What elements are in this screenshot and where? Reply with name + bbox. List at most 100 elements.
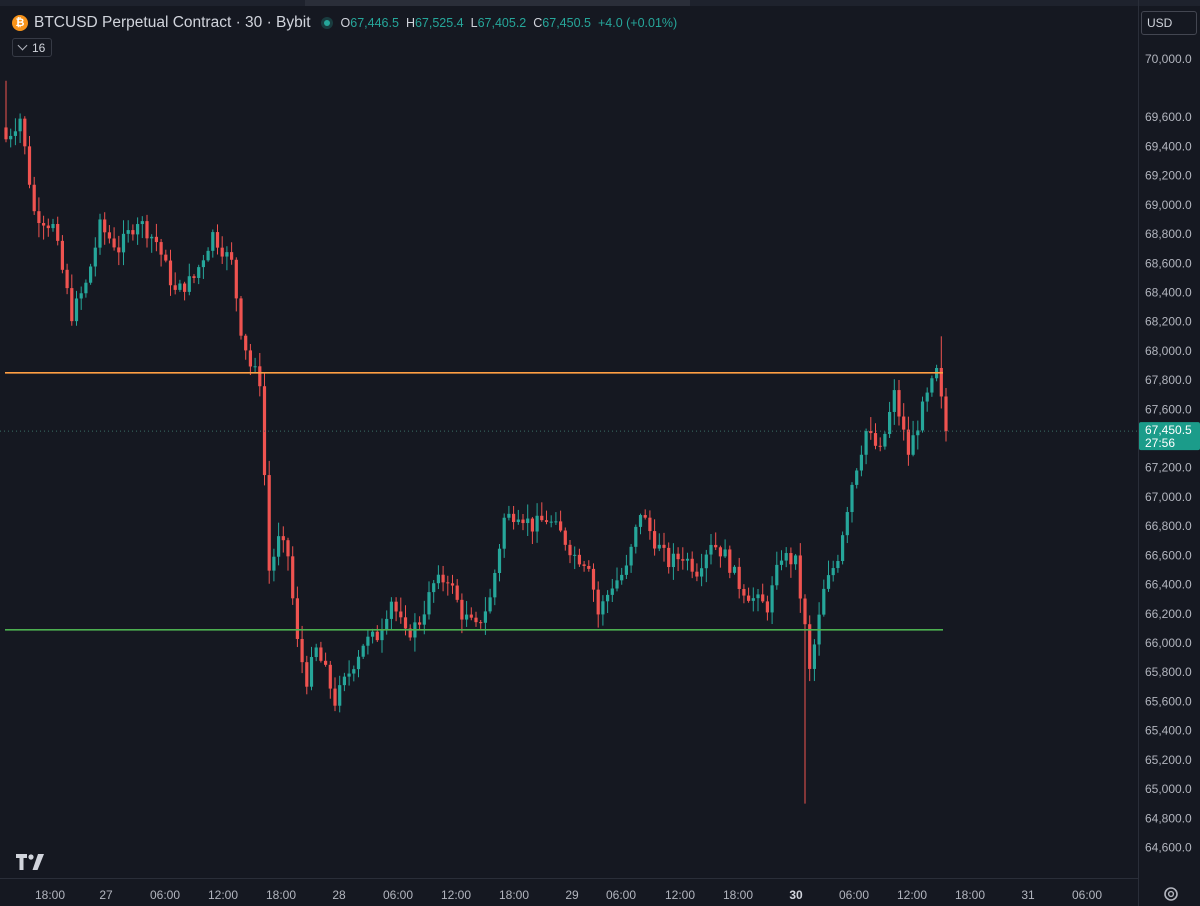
symbol-title[interactable]: BTCUSD Perpetual Contract · 30 · Bybit	[34, 14, 311, 31]
candle-body	[79, 293, 83, 299]
candle-body	[338, 685, 342, 706]
candle-body	[168, 260, 173, 286]
candle-body	[201, 260, 205, 268]
candle-body	[46, 225, 50, 229]
price-tick-label: 68,000.0	[1145, 344, 1192, 358]
candle-body	[385, 618, 389, 630]
candle-body	[131, 230, 135, 235]
candle-body	[789, 553, 793, 565]
time-tick-label: 30	[789, 888, 803, 902]
bar-countdown: 27:56	[1145, 436, 1175, 450]
candle-body	[211, 232, 215, 251]
candle-body	[798, 555, 802, 599]
gear-icon[interactable]	[1162, 885, 1180, 903]
candle-body	[403, 617, 408, 629]
price-tick-label: 69,000.0	[1145, 198, 1192, 212]
time-axis[interactable]: 18:00 27 06:00 12:00 18:00 28 06:00 12:00 18:00 2…	[35, 888, 1102, 902]
time-tick-label: 12:00	[208, 888, 238, 902]
price-tick-label: 68,200.0	[1145, 315, 1192, 329]
candle-body	[709, 544, 713, 555]
candle-body	[718, 547, 722, 557]
candle-body	[855, 470, 859, 485]
candle-body	[836, 561, 840, 569]
candle-body	[436, 574, 440, 584]
candle-body	[920, 401, 925, 431]
candle-body	[742, 588, 746, 596]
candle-body	[103, 219, 107, 233]
candle-body	[9, 135, 13, 140]
candle-body	[309, 657, 314, 687]
candle-body	[389, 601, 393, 619]
candle-body	[723, 549, 727, 557]
time-tick-label: 06:00	[839, 888, 869, 902]
candle-body	[606, 594, 610, 602]
candle-body	[502, 517, 506, 549]
candle-body	[897, 390, 901, 417]
candle-body	[305, 662, 309, 687]
candle-body	[488, 597, 492, 612]
candle-body	[812, 644, 816, 669]
candle-body	[497, 548, 502, 574]
candle-body	[314, 647, 318, 658]
candle-body	[267, 475, 271, 571]
candle-body	[375, 631, 379, 641]
candle-body	[859, 454, 863, 471]
candle-body	[747, 595, 751, 601]
candle-body	[56, 223, 60, 241]
candle-body	[591, 568, 596, 590]
price-tick-label: 68,800.0	[1145, 227, 1192, 241]
candle-body	[808, 624, 812, 669]
candle-body	[714, 544, 718, 548]
candle-body	[192, 276, 196, 278]
candle-body	[549, 521, 553, 523]
price-axis[interactable]: 64,600.0 64,800.0 65,000.0 65,200.0 65,400.0…	[1145, 52, 1192, 855]
candle-body	[831, 568, 835, 576]
candle-body	[347, 673, 351, 677]
candle-body	[4, 127, 8, 140]
candle-body	[215, 232, 220, 248]
candle-body	[864, 431, 868, 455]
candle-body	[18, 118, 22, 132]
currency-selector[interactable]: USD	[1141, 11, 1197, 35]
price-tick-label: 67,600.0	[1145, 402, 1192, 416]
candle-body	[98, 219, 102, 248]
candle-body	[474, 617, 478, 623]
current-price-label-bg	[1139, 422, 1200, 451]
candle-body	[493, 573, 497, 598]
candle-body	[944, 396, 948, 432]
price-tick-label: 65,000.0	[1145, 782, 1192, 796]
time-tick-label: 06:00	[1072, 888, 1102, 902]
candle-body	[507, 513, 511, 518]
candles-layer	[4, 80, 948, 804]
candle-body	[173, 285, 177, 290]
candle-body	[634, 526, 638, 547]
candle-body	[408, 628, 412, 638]
price-tick-label: 67,000.0	[1145, 490, 1192, 504]
candle-body	[150, 236, 154, 239]
candle-body	[765, 601, 769, 613]
time-tick-label: 12:00	[441, 888, 471, 902]
candle-body	[648, 517, 652, 532]
price-tick-label: 64,600.0	[1145, 840, 1192, 854]
candle-body	[60, 240, 64, 270]
market-status-icon[interactable]	[320, 17, 333, 29]
candle-body	[784, 553, 788, 561]
price-tick-label: 66,800.0	[1145, 519, 1192, 533]
candle-body	[582, 564, 586, 566]
candle-body	[925, 392, 929, 402]
candle-body	[187, 276, 191, 292]
candle-body	[822, 588, 826, 615]
candle-body	[460, 599, 464, 620]
tradingview-logo-icon[interactable]	[16, 854, 46, 870]
time-tick-label: 12:00	[897, 888, 927, 902]
candle-body	[521, 519, 525, 524]
candle-body	[704, 554, 708, 569]
price-tick-label: 65,400.0	[1145, 724, 1192, 738]
close-label: C	[533, 16, 543, 30]
candle-body	[295, 598, 299, 639]
low-label: L	[470, 16, 478, 30]
indicators-toggle-button[interactable]: 16	[12, 38, 53, 57]
candle-body	[13, 131, 17, 136]
candle-body	[615, 580, 619, 589]
